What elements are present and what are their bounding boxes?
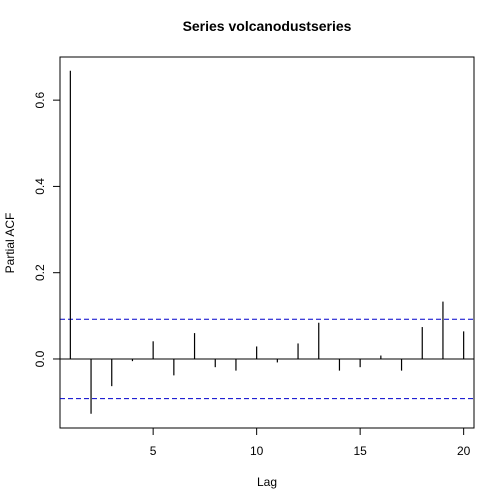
y-tick-label-2: 0.4 xyxy=(33,178,47,195)
pacf-bars xyxy=(69,70,465,414)
x-tick-label-5: 5 xyxy=(150,444,157,458)
plot-area xyxy=(59,56,475,429)
x-tick-label-20: 20 xyxy=(457,444,471,458)
x-axis-label: Lag xyxy=(257,475,277,489)
y-axis: 0.0 0.2 0.4 0.6 xyxy=(33,91,61,367)
chart-title: Series volcanodustseries xyxy=(183,18,352,34)
x-axis: 5 10 15 20 xyxy=(150,427,471,458)
y-tick-label-0: 0.0 xyxy=(33,350,47,367)
x-tick-label-10: 10 xyxy=(250,444,264,458)
y-tick-label-1: 0.2 xyxy=(33,264,47,281)
y-tick-label-3: 0.6 xyxy=(33,91,47,108)
y-axis-label: Partial ACF xyxy=(3,213,17,274)
x-tick-label-15: 15 xyxy=(353,444,367,458)
